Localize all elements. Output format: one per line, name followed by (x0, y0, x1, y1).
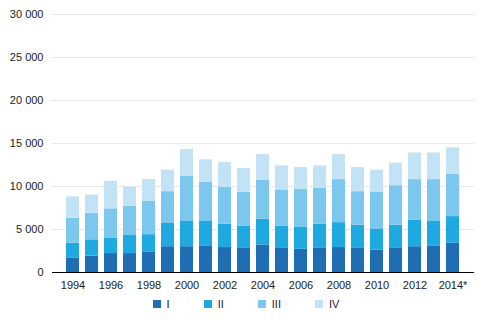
svg-text:2000: 2000 (175, 279, 199, 291)
svg-text:30 000: 30 000 (10, 8, 44, 20)
svg-text:25 000: 25 000 (10, 51, 44, 63)
svg-text:1998: 1998 (137, 279, 161, 291)
svg-text:2014*: 2014* (439, 279, 468, 291)
html-text:II: II (217, 298, 224, 310)
svg-text:5 000: 5 000 (16, 223, 44, 235)
svg-text:2008: 2008 (327, 279, 351, 291)
svg-text:2006: 2006 (289, 279, 313, 291)
svg-text:0: 0 (37, 266, 43, 278)
svg-text:2012: 2012 (403, 279, 427, 291)
html-text:IV: IV (329, 298, 340, 310)
html-text:III: III (271, 298, 281, 310)
html-text:I: I (166, 298, 170, 310)
svg-text:1996: 1996 (99, 279, 123, 291)
svg-text:1994: 1994 (61, 279, 85, 291)
svg-text:2004: 2004 (251, 279, 275, 291)
svg-text:15 000: 15 000 (10, 137, 44, 149)
svg-text:2010: 2010 (365, 279, 389, 291)
svg-text:10 000: 10 000 (10, 180, 44, 192)
svg-text:20 000: 20 000 (10, 94, 44, 106)
svg-text:2002: 2002 (213, 279, 237, 291)
